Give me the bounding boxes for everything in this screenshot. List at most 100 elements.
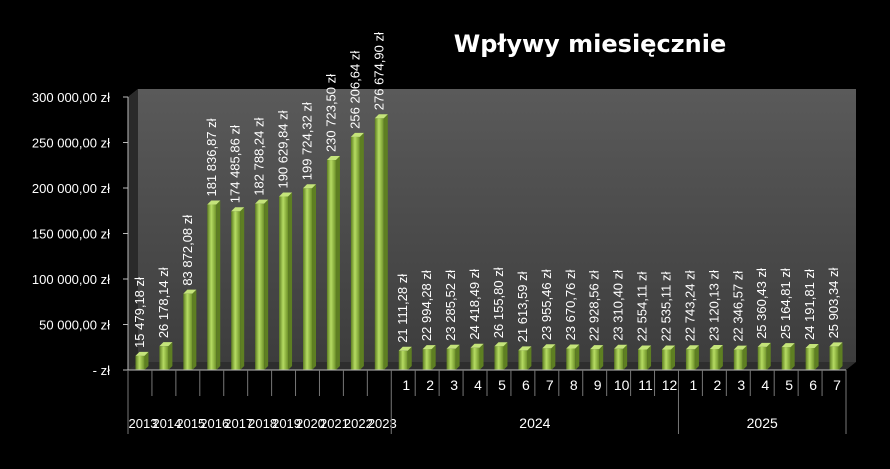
bar-front xyxy=(590,349,600,370)
bar-top xyxy=(350,132,364,137)
bar xyxy=(709,344,723,370)
bar-side xyxy=(144,351,149,370)
data-label: 22 346,57 zł xyxy=(730,271,745,342)
bar xyxy=(518,346,532,370)
bar-front xyxy=(135,355,145,370)
bar-side xyxy=(431,345,436,370)
bar-front xyxy=(542,348,552,370)
x-tick-label: 2018 xyxy=(248,416,277,431)
bar xyxy=(566,344,580,370)
bar xyxy=(685,345,699,370)
bar-front xyxy=(374,118,384,371)
bar xyxy=(542,344,556,370)
bar xyxy=(590,345,604,370)
data-label: 174 485,86 zł xyxy=(228,125,243,203)
data-label: 23 120,13 zł xyxy=(706,270,721,341)
bar-front xyxy=(757,346,767,370)
data-label: 22 554,11 zł xyxy=(635,271,650,341)
bar-front xyxy=(159,346,169,370)
data-label: 25 164,81 zł xyxy=(778,268,793,339)
bar-top xyxy=(255,199,269,204)
x-tick-label: 9 xyxy=(594,377,602,393)
bar xyxy=(255,199,269,370)
bar xyxy=(422,345,436,370)
x-tick-label: 12 xyxy=(662,377,678,393)
bar-top xyxy=(159,342,173,347)
bar-top xyxy=(757,342,771,347)
x-tick-label: 6 xyxy=(522,377,530,393)
data-label: 23 670,76 zł xyxy=(563,270,578,341)
bar-top xyxy=(207,200,221,205)
data-label: 23 955,46 zł xyxy=(539,269,554,340)
bar-side xyxy=(455,344,460,370)
bar xyxy=(614,344,628,370)
data-label: 23 310,40 zł xyxy=(611,270,626,341)
x-tick-label: 2 xyxy=(426,377,434,393)
bar-side xyxy=(575,344,580,370)
bar-top xyxy=(398,346,412,351)
data-label: 23 285,52 zł xyxy=(443,270,458,341)
bar-side xyxy=(838,342,843,370)
bar xyxy=(398,346,412,370)
bar xyxy=(207,200,221,370)
bar-side xyxy=(359,132,364,370)
chart-title: Wpływy miesięcznie xyxy=(453,30,727,58)
x-tick-label: 2013 xyxy=(129,416,158,431)
bar-side xyxy=(503,342,508,370)
x-tick-label: 2021 xyxy=(320,416,349,431)
x-tick-label: 2023 xyxy=(368,416,397,431)
data-label: 25 360,43 zł xyxy=(754,268,769,339)
bar-side xyxy=(216,200,221,370)
bar-side xyxy=(240,207,245,370)
bar-top xyxy=(303,184,316,189)
bar xyxy=(781,343,795,370)
x-tick-label: 5 xyxy=(498,377,506,393)
x-tick-label: 10 xyxy=(614,377,630,393)
bar xyxy=(279,192,293,370)
bar-side xyxy=(288,192,293,370)
x-tick-label: 3 xyxy=(737,377,745,393)
data-label: 83 872,08 zł xyxy=(180,215,195,286)
y-tick-label: 300 000,00 zł xyxy=(32,90,110,105)
bar xyxy=(350,132,364,370)
x-tick-label: 2020 xyxy=(296,416,325,431)
bar-top xyxy=(805,343,819,348)
bar-front xyxy=(709,348,719,370)
x-tick-label: 2019 xyxy=(272,416,301,431)
bar-top xyxy=(542,344,556,349)
bar-front xyxy=(829,346,839,370)
bar-top xyxy=(470,343,484,348)
bar-side xyxy=(192,289,197,370)
bar-top xyxy=(638,345,652,350)
x-tick-label: 2017 xyxy=(224,416,253,431)
data-label: 25 903,34 zł xyxy=(826,267,841,338)
bar-side xyxy=(264,199,269,370)
bar xyxy=(494,342,508,370)
bar xyxy=(733,345,747,370)
bar-side xyxy=(335,156,340,370)
bar-front xyxy=(183,293,193,370)
bar-front xyxy=(398,350,408,370)
data-label: 22 743,24 zł xyxy=(682,270,697,341)
x-tick-label: 8 xyxy=(570,377,578,393)
bar-side xyxy=(623,344,628,370)
bar-top xyxy=(829,342,843,347)
data-label: 21 613,59 zł xyxy=(515,271,530,342)
bar-front xyxy=(781,347,791,370)
x-tick-label: 4 xyxy=(474,377,482,393)
x-tick-label: 7 xyxy=(546,377,554,393)
bar-front xyxy=(733,349,743,370)
bar-side xyxy=(168,342,173,370)
bar xyxy=(757,342,771,370)
data-label: 26 178,14 zł xyxy=(156,267,171,338)
bar-front xyxy=(350,136,360,370)
x-tick-label: 3 xyxy=(450,377,458,393)
x-tick-label: 2016 xyxy=(200,416,229,431)
bar-top xyxy=(566,344,580,349)
data-label: 230 723,50 zł xyxy=(323,74,338,152)
bar-front xyxy=(614,348,624,370)
bar-top xyxy=(183,289,197,294)
bar xyxy=(805,343,819,370)
x-group-label: 2024 xyxy=(519,415,550,431)
